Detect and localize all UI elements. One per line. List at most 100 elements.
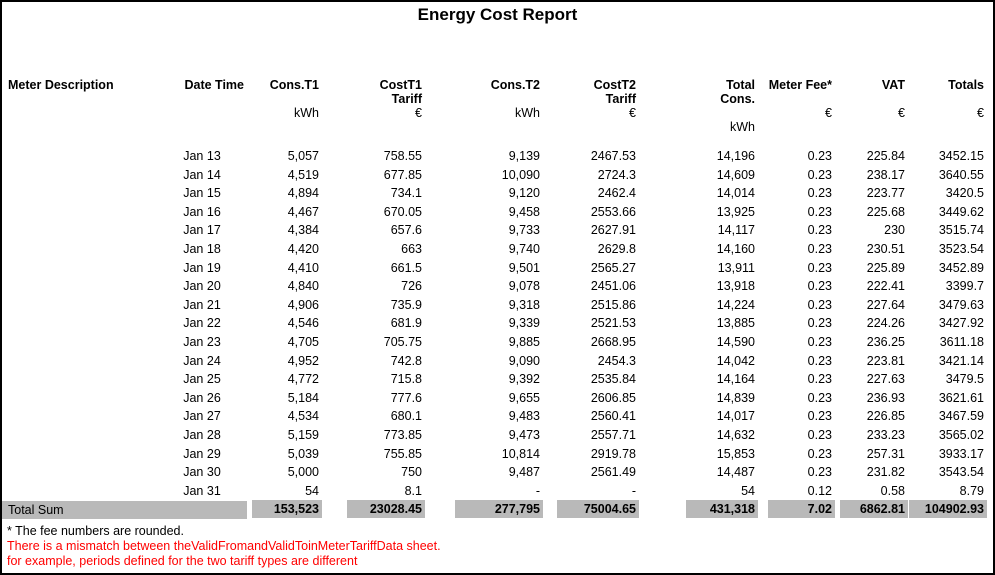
cell-cons-t1: 5,057 (287, 149, 319, 163)
cell-cons-t2: 9,483 (508, 409, 540, 424)
cell-total-cons: 15,853 (716, 446, 755, 461)
col-header-meter-description-line2 (2, 92, 157, 106)
cell-meter-fee: 0.23 (807, 241, 832, 256)
cell-meter-description (2, 389, 157, 408)
cell-cost-t1-tariff: 657.6 (390, 223, 422, 238)
col-header-vat-unit: € (898, 106, 905, 120)
cell-cost-t2-tariff: 2560.41 (590, 409, 636, 424)
cell-cons-t1: 4,952 (287, 353, 319, 368)
cell-total-cons: 14,014 (716, 186, 755, 201)
cell-vat: 226.85 (866, 409, 905, 424)
table-row: Jan 16 4,467 670.05 9,458 2553.66 13,925 0.23 2… (2, 203, 987, 222)
cell-meter-description (2, 314, 157, 333)
cell-cost-t1-tariff: 663 (401, 241, 422, 256)
col-header-cost-t1-tariff-unit2 (322, 120, 425, 134)
cell-vat: 227.63 (866, 372, 905, 387)
cell-date-time: Jan 15 (183, 186, 221, 201)
col-header-totals: Totals (948, 78, 984, 92)
cell-cost-t1-tariff: 758.55 (383, 149, 422, 163)
cell-cons-t1: 4,772 (287, 372, 319, 387)
cell-cons-t1: 4,420 (287, 241, 319, 256)
total-value-cons-t2: 277,795 (455, 500, 543, 519)
cell-cost-t1-tariff: 777.6 (390, 390, 422, 405)
cell-vat: 231.82 (866, 465, 905, 480)
cell-vat: 225.84 (866, 149, 905, 163)
cell-total-cons: 14,117 (717, 223, 755, 238)
table-row: Jan 13 5,057 758.55 9,139 2467.53 14,196 0.23 2… (2, 147, 987, 166)
cell-cost-t1-tariff: 742.8 (390, 353, 422, 368)
col-header-cost-t2-tariff: CostT2 (593, 78, 636, 92)
cell-cost-t1-tariff: 670.05 (383, 204, 422, 219)
cell-cost-t1-tariff: 735.9 (390, 297, 422, 312)
cell-totals: 3467.59 (938, 409, 984, 424)
col-header-meter-fee-unit2 (758, 120, 835, 134)
cell-vat: 223.77 (866, 186, 905, 201)
table-row: Jan 18 4,420 663 9,740 2629.8 14,160 0.23 230.5… (2, 240, 987, 259)
cell-cons-t1: 54 (305, 483, 319, 498)
col-header-total-cons-unit2: kWh (730, 120, 755, 134)
table-row: Jan 14 4,519 677.85 10,090 2724.3 14,609 0.23 2… (2, 166, 987, 185)
cell-cost-t2-tariff: 2606.85 (590, 390, 636, 405)
col-header-total-cons: Total (726, 78, 755, 92)
spacer-cell (2, 134, 987, 147)
cell-totals: 3399.7 (945, 279, 984, 294)
total-label-cell: Total Sum (2, 500, 247, 519)
table-row: Jan 30 5,000 750 9,487 2561.49 14,487 0.23 231.… (2, 463, 987, 482)
cell-meter-fee: 0.23 (807, 409, 832, 424)
cell-date-time: Jan 13 (183, 149, 221, 163)
cell-cons-t2: 9,733 (508, 223, 540, 238)
cell-meter-fee: 0.23 (807, 186, 832, 201)
cell-date-time: Jan 21 (183, 297, 221, 312)
col-header-cons-t1-unit: kWh (294, 106, 319, 120)
cell-total-cons: 13,918 (716, 279, 755, 294)
cell-meter-fee: 0.23 (807, 446, 832, 461)
col-header-cost-t1-tariff-line2: Tariff (391, 92, 422, 106)
cell-vat: 223.81 (866, 353, 905, 368)
total-sum-label: Total Sum (2, 500, 247, 519)
table-row: Jan 26 5,184 777.6 9,655 2606.85 14,839 0.23 23… (2, 389, 987, 408)
cell-cost-t2-tariff: 2462.4 (597, 186, 636, 201)
cell-vat: 227.64 (866, 297, 905, 312)
cell-vat: 222.41 (866, 279, 905, 294)
cell-cost-t2-tariff: 2454.3 (597, 353, 636, 368)
cell-cons-t1: 4,467 (287, 204, 319, 219)
cell-total-cons: 14,017 (716, 409, 755, 424)
col-header-cost-t2-tariff-unit: € (629, 106, 636, 120)
cell-total-cons: 14,590 (716, 334, 755, 349)
cell-cons-t2: 9,120 (508, 186, 540, 201)
total-row: Total Sum 153,523 23028.45 277,795 75004.65 4… (2, 500, 987, 519)
col-header-cons-t1-line2 (247, 92, 322, 106)
report-title: Energy Cost Report (417, 5, 578, 24)
cell-date-time: Jan 20 (183, 279, 221, 294)
cell-cost-t1-tariff: 681.9 (390, 316, 422, 331)
cell-meter-fee: 0.23 (807, 149, 832, 163)
cell-totals: 3427.92 (938, 316, 984, 331)
cell-cons-t1: 4,840 (287, 279, 319, 294)
cell-cons-t2: 9,318 (508, 297, 540, 312)
col-header-vat-unit2 (835, 120, 908, 134)
cell-cons-t2: 9,487 (508, 465, 540, 480)
total-value-vat: 6862.81 (840, 500, 908, 519)
cell-cost-t2-tariff: 2668.95 (590, 334, 636, 349)
cell-cons-t2: 9,473 (508, 427, 540, 442)
cell-date-time: Jan 30 (183, 465, 221, 480)
cell-date-time: Jan 26 (183, 390, 221, 405)
cell-cost-t1-tariff: 726 (401, 279, 422, 294)
cell-totals: 3640.55 (938, 167, 984, 182)
header-row: kWh € kWh € € € € (2, 106, 987, 120)
table-row: Jan 20 4,840 726 9,078 2451.06 13,918 0.23 222.… (2, 277, 987, 296)
total-cell-cost-t1-tariff: 23028.45 (322, 500, 425, 519)
cell-meter-description (2, 240, 157, 259)
cell-meter-description (2, 296, 157, 315)
cell-vat: 236.93 (866, 390, 905, 405)
table-row: Jan 23 4,705 705.75 9,885 2668.95 14,590 0.23 2… (2, 333, 987, 352)
cell-total-cons: 14,042 (716, 353, 755, 368)
cell-total-cons: 14,609 (716, 167, 755, 182)
cell-vat: 0.58 (880, 483, 905, 498)
cell-date-time: Jan 23 (183, 334, 221, 349)
col-header-cost-t1-tariff-unit: € (415, 106, 422, 120)
col-header-meter-fee-unit: € (825, 106, 832, 120)
cell-cons-t2: 9,090 (508, 353, 540, 368)
total-value-cost-t2-tariff: 75004.65 (557, 500, 639, 519)
cell-cons-t2: 9,392 (508, 372, 540, 387)
